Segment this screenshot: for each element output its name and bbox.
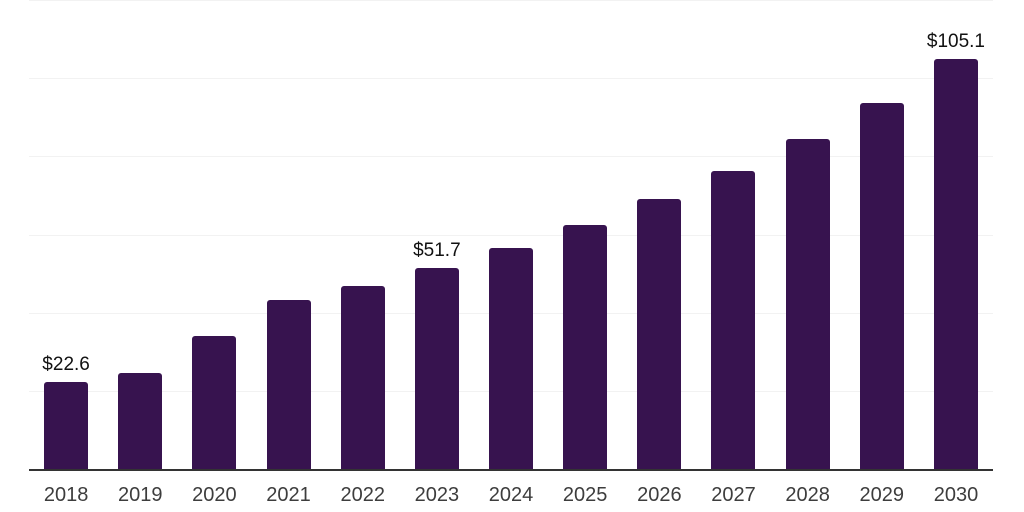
x-tick-2020: 2020 — [192, 484, 237, 506]
gridline-120 — [29, 0, 993, 1]
x-tick-2023: 2023 — [414, 484, 460, 506]
x-tick-2027: 2027 — [711, 484, 756, 506]
data-label-2023: $51.7 — [413, 239, 461, 261]
x-tick-2021: 2021 — [266, 484, 311, 506]
gridline-60 — [29, 234, 993, 236]
bar-2023 — [414, 267, 459, 470]
gridline-80 — [29, 156, 993, 158]
bar-2018 — [44, 381, 89, 470]
x-tick-2019: 2019 — [117, 484, 163, 506]
bar-slot-2018: $22.6 — [29, 0, 103, 470]
x-tick-2018: 2018 — [43, 484, 89, 506]
x-axis-tick-labels: 2018 2019 2020 2021 2022 2023 2024 2025 2026 2027… — [29, 484, 993, 506]
x-tick-2030: 2030 — [933, 484, 979, 506]
bar-slot-2027 — [696, 0, 770, 470]
x-tick-2028: 2028 — [785, 484, 830, 506]
bar-slot-2025 — [548, 0, 622, 470]
x-axis-line — [29, 469, 993, 471]
bar-2028 — [785, 138, 830, 470]
bar-2020 — [192, 335, 237, 470]
bar-2026 — [637, 198, 682, 470]
x-tick-2029: 2029 — [859, 484, 905, 506]
bar-2024 — [489, 247, 534, 470]
bar-2022 — [340, 285, 385, 470]
data-label-2018: $22.6 — [42, 353, 90, 375]
x-tick-2026: 2026 — [637, 484, 682, 506]
bar-slot-2030: $105.1 — [919, 0, 993, 470]
bar-slot-2020 — [177, 0, 251, 470]
bar-2021 — [266, 300, 311, 470]
bar-2019 — [118, 372, 163, 470]
bar-slot-2019 — [103, 0, 177, 470]
bar-slot-2023: $51.7 — [400, 0, 474, 470]
bar-slot-2021 — [251, 0, 325, 470]
x-tick-2024: 2024 — [488, 484, 534, 506]
bar-2030 — [933, 59, 978, 470]
x-tick-2025: 2025 — [562, 484, 608, 506]
bar-slot-2022 — [326, 0, 400, 470]
bar-2027 — [711, 170, 756, 470]
bar-series: $22.6 $51.7 $105.1 — [29, 0, 993, 470]
bar-2025 — [563, 224, 608, 470]
gridline-100 — [29, 78, 993, 80]
bar-slot-2028 — [771, 0, 845, 470]
plot-area: $22.6 $51.7 $105.1 — [29, 0, 993, 471]
bar-slot-2026 — [622, 0, 696, 470]
data-label-2030: $105.1 — [926, 31, 986, 53]
x-tick-2022: 2022 — [340, 484, 385, 506]
bar-2029 — [859, 102, 904, 470]
bar-slot-2029 — [845, 0, 919, 470]
bar-slot-2024 — [474, 0, 548, 470]
